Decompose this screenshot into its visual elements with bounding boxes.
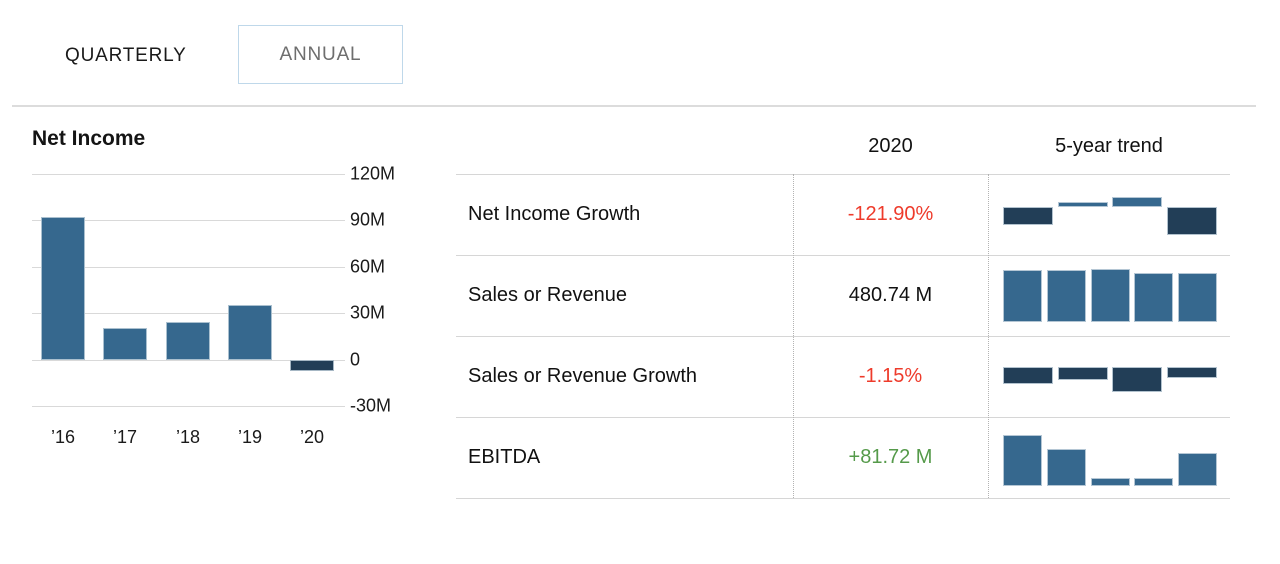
trend-bar-3	[1091, 269, 1130, 322]
trend-bar-2	[1047, 270, 1086, 322]
row-separator	[456, 498, 1230, 499]
trend-bar-3	[1091, 477, 1130, 486]
row-value-ebitda: +81.72 M	[848, 446, 933, 468]
row-label-net-income-growth: Net Income Growth	[468, 203, 641, 225]
x-tick-label: ’20	[299, 427, 325, 447]
trend-bar-3	[1112, 196, 1162, 207]
trend-bar-1	[1003, 435, 1042, 486]
x-tick-label: ’19	[237, 427, 263, 447]
trend-bar-4	[1167, 367, 1217, 378]
y-tick-label: 60M	[350, 256, 386, 277]
sparkline-net-income-growth	[1003, 174, 1217, 255]
trend-bar-1	[1003, 270, 1042, 322]
y-tick-label: 30M	[350, 302, 386, 323]
trend-bar-1	[1003, 207, 1053, 225]
net-income-bar-3	[166, 321, 210, 360]
net-income-bar-1	[41, 216, 85, 360]
grid-line	[32, 174, 345, 175]
column-divider-dotted	[988, 174, 989, 498]
row-label-ebitda: EBITDA	[468, 446, 541, 468]
grid-line	[32, 266, 345, 268]
row-value-sales-or-revenue-growth: -1.15%	[858, 365, 923, 387]
x-tick-label: ’16	[50, 427, 76, 447]
table-header-trend: 5-year trend	[1055, 135, 1163, 157]
trend-bar-5	[1178, 452, 1217, 486]
trend-bar-4	[1134, 272, 1173, 322]
trend-bar-2	[1058, 201, 1108, 207]
y-tick-label: 90M	[350, 209, 386, 230]
trend-bar-1	[1003, 367, 1053, 385]
grid-line	[32, 406, 345, 407]
row-value-sales-or-revenue: 480.74 M	[848, 284, 933, 306]
top-divider	[12, 105, 1256, 107]
grid-line	[32, 220, 345, 222]
tab-annual[interactable]: ANNUAL	[238, 25, 403, 84]
row-separator	[456, 336, 1230, 337]
row-label-sales-or-revenue: Sales or Revenue	[468, 284, 627, 306]
trend-bar-2	[1058, 367, 1108, 381]
net-income-bar-4	[228, 304, 272, 360]
trend-bar-3	[1112, 367, 1162, 393]
sparkline-ebitda	[1003, 417, 1217, 498]
trend-bar-4	[1134, 477, 1173, 486]
tab-quarterly[interactable]: QUARTERLY	[65, 45, 187, 66]
sparkline-sales-or-revenue-growth	[1003, 336, 1217, 417]
y-tick-label: -30M	[350, 395, 392, 416]
trend-bar-5	[1178, 273, 1217, 322]
row-value-net-income-growth: -121.90%	[847, 203, 934, 225]
grid-line	[32, 359, 345, 361]
y-tick-label: 0	[350, 349, 361, 370]
row-separator	[456, 255, 1230, 256]
net-income-bar-5	[290, 359, 334, 371]
x-tick-label: ’17	[112, 427, 138, 447]
sparkline-sales-or-revenue	[1003, 255, 1217, 336]
grid-line	[32, 313, 345, 315]
net-income-bar-chart: 120M 90M 60M 30M 0 -30M ’16 ’17 ’18 ’19 ’20	[32, 164, 437, 464]
net-income-bar-2	[103, 327, 147, 360]
table-header-year: 2020	[868, 135, 913, 157]
row-separator	[456, 174, 1230, 175]
x-tick-label: ’18	[175, 427, 201, 447]
trend-bar-2	[1047, 448, 1086, 486]
y-tick-label: 120M	[350, 163, 396, 184]
trend-bar-4	[1167, 207, 1217, 235]
row-label-sales-or-revenue-growth: Sales or Revenue Growth	[468, 365, 698, 387]
row-separator	[456, 417, 1230, 418]
chart-title: Net Income	[32, 127, 146, 150]
column-divider-dotted	[793, 174, 794, 498]
